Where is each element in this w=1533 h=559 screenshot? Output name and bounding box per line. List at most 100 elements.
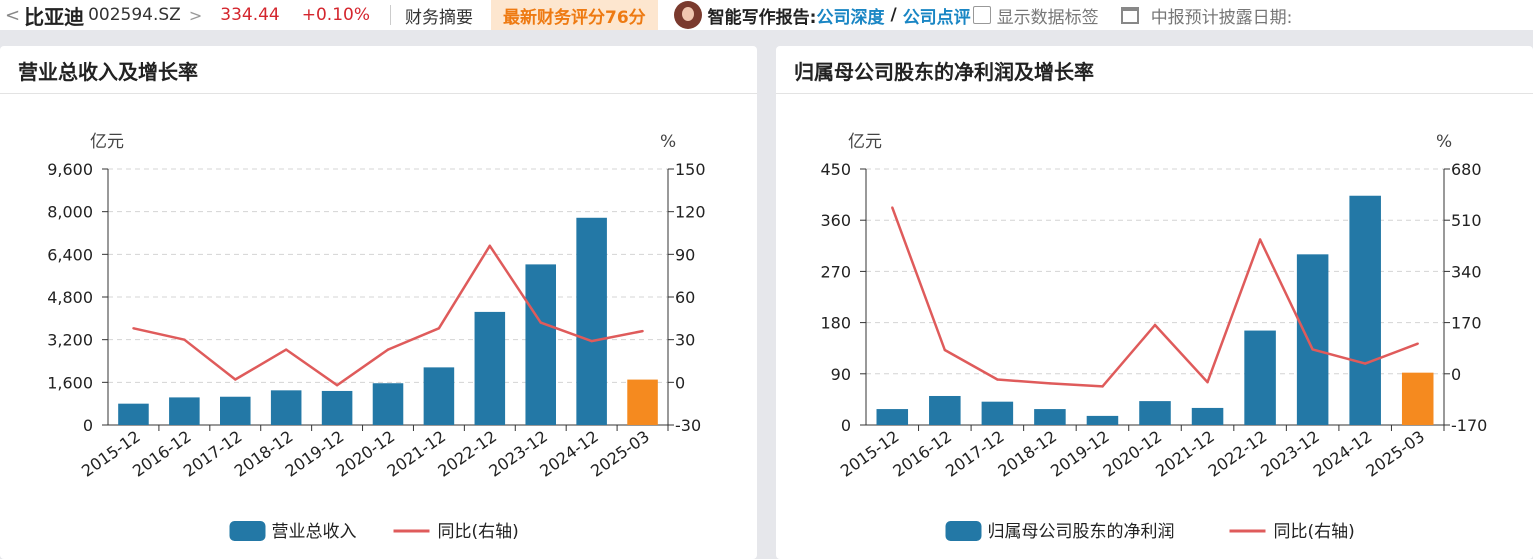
- y-right-tick-label: 510: [1451, 211, 1482, 230]
- y-left-unit: 亿元: [848, 132, 882, 152]
- y-right-tick-label: -30: [675, 416, 701, 435]
- price-change: +0.10%: [301, 5, 370, 25]
- x-tick-label: 2023-12: [1257, 427, 1323, 481]
- y-left-tick-label: 0: [841, 416, 851, 435]
- bar: [321, 390, 353, 425]
- bar: [1296, 254, 1329, 425]
- disclosure-date-label: 中报预计披露日期:: [1150, 7, 1293, 28]
- y-left-tick-label: 3,200: [47, 331, 93, 350]
- y-right-unit: %: [1436, 132, 1452, 152]
- x-tick-label: 2021-12: [1152, 427, 1218, 481]
- y-right-tick-label: 60: [675, 288, 695, 307]
- bar: [118, 403, 149, 425]
- legend-label-bar: 营业总收入: [272, 522, 357, 542]
- bar: [270, 390, 302, 425]
- line-point: [1101, 385, 1104, 388]
- y-right-tick-label: 170: [1451, 314, 1482, 333]
- revenue-chart: 0 1,600 3,200 4,800 6,400 8,000 9,600 -30 0 30 60 9…: [47, 132, 706, 542]
- bar: [627, 379, 658, 425]
- chart-title: 归属母公司股东的净利润及增长率: [794, 60, 1094, 84]
- tab-finance-summary[interactable]: 财务摘要: [404, 7, 473, 28]
- line-point: [1416, 342, 1419, 345]
- x-tick-label: 2017-12: [942, 427, 1008, 481]
- line-point: [539, 321, 542, 324]
- y-left-tick-label: 450: [820, 160, 851, 179]
- divider: [0, 93, 757, 94]
- bar: [981, 401, 1014, 425]
- y-left-tick-label: 1,600: [47, 373, 93, 392]
- y-right-tick-label: 340: [1451, 262, 1482, 281]
- x-tick-label: 2022-12: [1205, 427, 1271, 481]
- y-left-tick-label: 180: [820, 314, 851, 333]
- x-tick-label: 2018-12: [995, 427, 1061, 481]
- x-tick-label: 2019-12: [1047, 427, 1113, 481]
- bar: [1349, 195, 1381, 425]
- legend-label-bar: 归属母公司股东的净利润: [988, 522, 1175, 542]
- line-point: [335, 383, 339, 387]
- show-labels-label: 显示数据标签: [996, 7, 1099, 28]
- x-tick-label: 2025-03: [587, 427, 653, 481]
- line-point: [641, 329, 644, 333]
- line-point: [183, 338, 186, 341]
- bar: [220, 396, 251, 425]
- calendar-icon[interactable]: [1120, 6, 1139, 24]
- legend-label-line: 同比(右轴): [1274, 522, 1355, 542]
- y-left-unit: 亿元: [90, 132, 124, 152]
- bar: [876, 409, 909, 425]
- bar: [929, 395, 961, 425]
- y-left-tick-label: 90: [831, 365, 851, 384]
- y-right-tick-label: 150: [675, 160, 706, 179]
- y-left-tick-label: 0: [83, 416, 93, 435]
- link-company-depth[interactable]: 公司深度: [816, 7, 885, 28]
- line-point: [996, 378, 999, 381]
- y-right-unit: %: [660, 132, 676, 152]
- bar: [423, 367, 455, 425]
- line-point: [891, 206, 894, 209]
- bar: [372, 383, 404, 425]
- x-tick-label: 2020-12: [1100, 427, 1166, 481]
- line-point: [1363, 362, 1367, 365]
- line-point: [132, 327, 135, 330]
- top-bar: < 比亚迪 002594.SZ > 334.44 +0.10% 财务摘要 最新财…: [0, 0, 1533, 30]
- show-labels-checkbox[interactable]: [972, 6, 991, 24]
- revenue-panel: 营业总收入及增长率 0 1,600 3,200 4,800 6,400 8,000 9,60…: [0, 46, 757, 559]
- y-right-tick-label: 680: [1451, 160, 1482, 179]
- y-left-tick-label: 6,400: [47, 245, 93, 264]
- chevron-right-icon[interactable]: >: [188, 5, 203, 25]
- line-point: [1206, 381, 1209, 384]
- y-right-tick-label: 120: [675, 203, 706, 222]
- bar: [1034, 409, 1066, 425]
- y-right-tick-label: -170: [1451, 416, 1487, 435]
- x-tick-label: 2016-12: [889, 427, 955, 481]
- stock-code: 002594.SZ: [88, 5, 181, 25]
- chart-title: 营业总收入及增长率: [18, 60, 198, 84]
- bar: [1401, 372, 1434, 425]
- link-company-review[interactable]: 公司点评: [902, 7, 971, 28]
- line-point: [943, 348, 947, 352]
- line-point: [284, 348, 288, 351]
- slash-separator: /: [890, 5, 897, 25]
- y-right-tick-label: 0: [1451, 365, 1461, 384]
- y-left-tick-label: 4,800: [47, 288, 93, 307]
- bar: [576, 217, 607, 425]
- legend-swatch-bar: [229, 521, 266, 541]
- y-left-tick-label: 360: [820, 211, 851, 230]
- line-point: [1048, 382, 1052, 385]
- stock-name: 比亚迪: [24, 4, 85, 29]
- growth-line: [891, 207, 1419, 388]
- line-point: [488, 244, 492, 247]
- y-left-tick-label: 8,000: [47, 203, 93, 222]
- bar: [1086, 415, 1119, 425]
- bar: [1244, 330, 1276, 425]
- net-profit-panel: 归属母公司股东的净利润及增长率 0 90 180 270 360 450 -170 0 170 3…: [776, 46, 1533, 559]
- score-badge[interactable]: 最新财务评分76分: [490, 0, 658, 30]
- y-right-tick-label: 0: [675, 373, 685, 392]
- x-tick-label: 2025-03: [1362, 427, 1428, 481]
- x-tick-label: 2024-12: [1310, 427, 1376, 481]
- back-icon[interactable]: <: [5, 4, 21, 26]
- bar: [474, 311, 506, 425]
- y-right-tick-label: 90: [675, 245, 695, 264]
- line-point: [1258, 238, 1262, 241]
- y-right-tick-label: 30: [675, 331, 695, 350]
